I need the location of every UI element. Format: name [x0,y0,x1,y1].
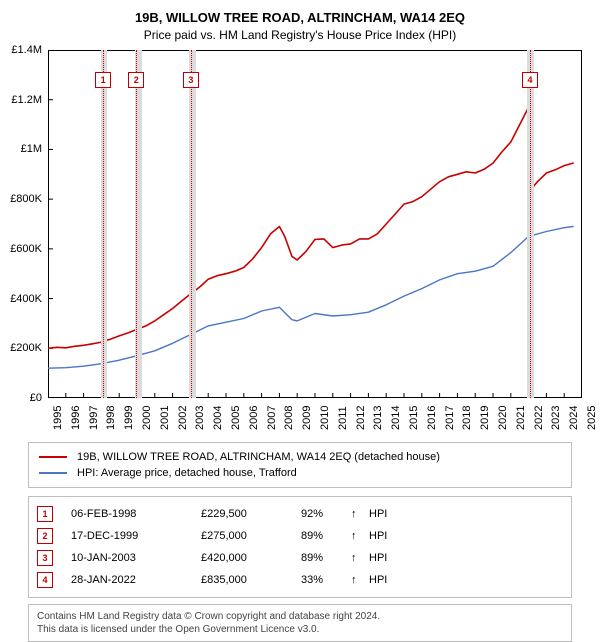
x-tick-label: 2013 [372,406,384,430]
transactions-table: 106-FEB-1998£229,50092%↑HPI217-DEC-1999£… [28,496,572,598]
event-vline [530,50,531,398]
x-tick-label: 2004 [212,406,224,430]
transaction-row: 1 06-FEB-1998£229,50092%↑HPI [37,503,563,525]
tx-pct: 92% [301,508,351,520]
x-tick-label: 2005 [230,406,242,430]
tx-pct: 89% [301,530,351,542]
x-tick-label: 2016 [426,406,438,430]
footer-line-1: Contains HM Land Registry data © Crown c… [37,610,563,623]
legend-row-hpi: HPI: Average price, detached house, Traf… [39,465,561,481]
y-tick-label: £0 [30,392,42,404]
x-tick-label: 2011 [337,406,349,430]
transaction-row: 2 17-DEC-1999£275,00089%↑HPI [37,525,563,547]
x-tick-label: 2024 [568,406,580,430]
tx-arrow-up-icon: ↑ [351,552,369,564]
y-tick-label: £200K [10,342,42,354]
x-tick-label: 2002 [177,406,189,430]
transaction-row: 3 10-JAN-2003£420,00089%↑HPI [37,547,563,569]
chart-shaded-band [189,50,196,398]
chart-svg [48,50,582,398]
tx-hpi-label: HPI [369,552,387,564]
tx-arrow-up-icon: ↑ [351,530,369,542]
tx-marker: 3 [37,550,53,566]
event-vline [136,50,137,398]
tx-hpi-label: HPI [369,574,387,586]
event-marker: 4 [522,72,538,88]
transaction-row: 4 28-JAN-2022£835,00033%↑HPI [37,569,563,591]
chart-title: 19B, WILLOW TREE ROAD, ALTRINCHAM, WA14 … [0,0,600,25]
x-tick-label: 2019 [479,406,491,430]
x-tick-label: 2020 [497,406,509,430]
tx-price: £275,000 [201,530,301,542]
x-tick-label: 1998 [105,406,117,430]
tx-marker: 4 [37,572,53,588]
tx-hpi-label: HPI [369,508,387,520]
x-tick-label: 2017 [444,406,456,430]
tx-date: 28-JAN-2022 [71,574,201,586]
x-tick-label: 2015 [408,406,420,430]
y-tick-label: £800K [10,193,42,205]
legend-row-property: 19B, WILLOW TREE ROAD, ALTRINCHAM, WA14 … [39,449,561,465]
x-tick-label: 1996 [70,406,82,430]
x-tick-label: 1995 [52,406,64,430]
chart-plot-area: £0£200K£400K£600K£800K£1M£1.2M£1.4M19951… [48,50,582,398]
tx-date: 10-JAN-2003 [71,552,201,564]
y-tick-label: £600K [10,243,42,255]
footer-line-2: This data is licensed under the Open Gov… [37,623,563,636]
y-tick-label: £1M [21,143,42,155]
x-tick-label: 2021 [515,406,527,430]
x-tick-label: 2009 [301,406,313,430]
x-tick-label: 2001 [159,406,171,430]
x-tick-label: 2010 [319,406,331,430]
chart-container: 19B, WILLOW TREE ROAD, ALTRINCHAM, WA14 … [0,0,600,620]
y-tick-label: £400K [10,293,42,305]
x-tick-label: 2007 [266,406,278,430]
tx-price: £835,000 [201,574,301,586]
x-tick-label: 2006 [248,406,260,430]
legend-label-hpi: HPI: Average price, detached house, Traf… [77,467,297,479]
x-tick-label: 2000 [141,406,153,430]
tx-marker: 2 [37,528,53,544]
chart-subtitle: Price paid vs. HM Land Registry's House … [0,25,600,50]
tx-arrow-up-icon: ↑ [351,508,369,520]
tx-date: 17-DEC-1999 [71,530,201,542]
legend-line-property [39,456,67,458]
chart-footer: Contains HM Land Registry data © Crown c… [28,604,572,642]
tx-marker: 1 [37,506,53,522]
event-marker: 1 [95,72,111,88]
tx-price: £420,000 [201,552,301,564]
legend-line-hpi [39,472,67,474]
x-tick-label: 1999 [123,406,135,430]
x-tick-label: 2025 [586,406,598,430]
y-tick-label: £1.2M [11,94,42,106]
legend-label-property: 19B, WILLOW TREE ROAD, ALTRINCHAM, WA14 … [77,451,440,463]
x-tick-label: 2018 [461,406,473,430]
tx-date: 06-FEB-1998 [71,508,201,520]
x-tick-label: 2008 [283,406,295,430]
tx-pct: 89% [301,552,351,564]
event-marker: 2 [128,72,144,88]
tx-hpi-label: HPI [369,530,387,542]
event-vline [103,50,104,398]
tx-price: £229,500 [201,508,301,520]
y-tick-label: £1.4M [11,44,42,56]
chart-legend: 19B, WILLOW TREE ROAD, ALTRINCHAM, WA14 … [28,442,572,488]
event-marker: 3 [183,72,199,88]
x-tick-label: 2012 [355,406,367,430]
event-vline [191,50,192,398]
tx-pct: 33% [301,574,351,586]
x-tick-label: 2014 [390,406,402,430]
x-tick-label: 1997 [88,406,100,430]
x-tick-label: 2003 [194,406,206,430]
x-tick-label: 2022 [533,406,545,430]
tx-arrow-up-icon: ↑ [351,574,369,586]
x-tick-label: 2023 [550,406,562,430]
